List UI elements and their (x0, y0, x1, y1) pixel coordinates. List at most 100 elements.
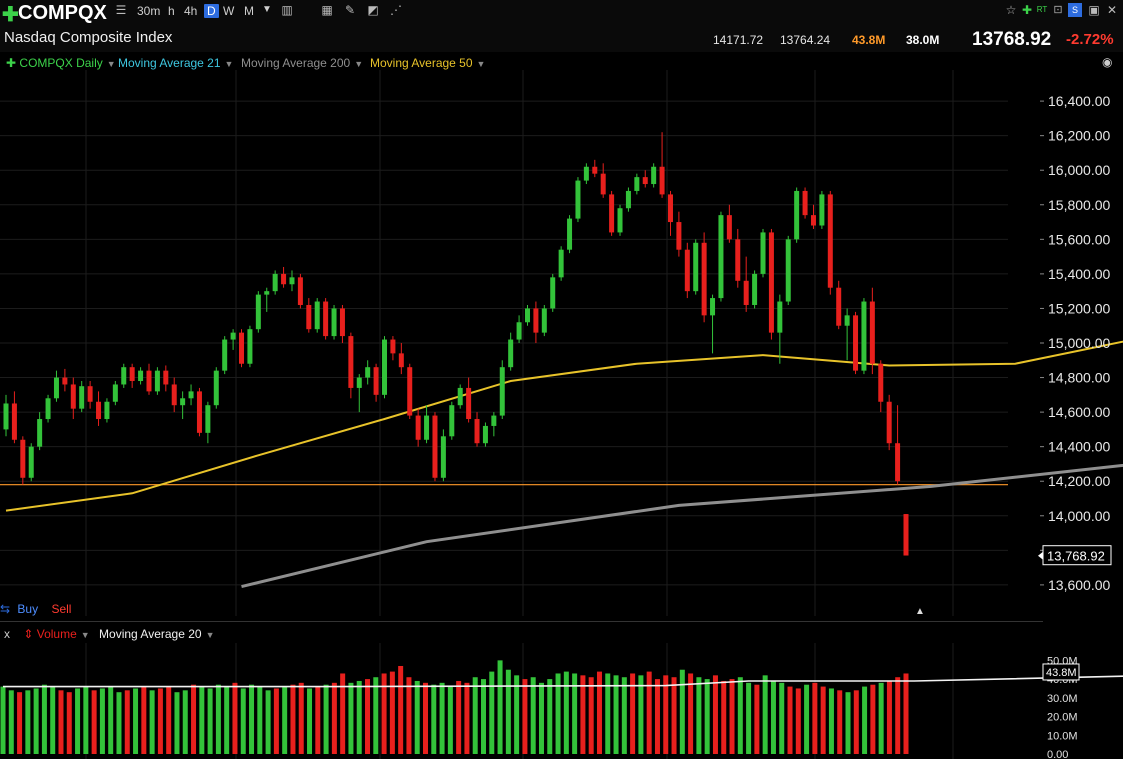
volume-ma-label[interactable]: Moving Average 20 (99, 627, 202, 641)
volume-bar (596, 671, 602, 754)
pencil-icon[interactable]: ✎ (344, 3, 356, 17)
candle-body (878, 363, 884, 402)
candle-body (457, 387, 463, 406)
candle-body (163, 370, 169, 385)
buy-button[interactable]: Buy (17, 602, 39, 616)
tf-d[interactable]: D (204, 4, 219, 18)
volume-bar (721, 680, 727, 754)
volume-bar (563, 671, 569, 754)
candle-body (466, 387, 472, 420)
candle-body (583, 166, 589, 181)
volume-bar (613, 675, 619, 754)
volume-bar (149, 690, 155, 754)
close-icon[interactable]: ✕ (1106, 3, 1118, 17)
rt-icon[interactable]: RT (1036, 5, 1048, 14)
candle-body (785, 239, 791, 302)
lock-icon[interactable]: ⊡ (1053, 4, 1063, 16)
volume-bar (199, 686, 205, 754)
ma200-line (241, 463, 1123, 589)
toolbar: ✚ COMPQX ☰ 30m h 4h D W M ▼ ▥ ▦ ✎ ◩ ⋰ ☆ … (0, 0, 1123, 52)
share-icon[interactable]: ⋰ (390, 3, 402, 17)
volume-bar (33, 688, 39, 754)
legend-ma21[interactable]: Moving Average 21 ▼ (118, 56, 233, 70)
candle-body (289, 277, 295, 285)
volume-bar (182, 690, 188, 754)
chevron-down-icon: ▼ (224, 59, 234, 69)
volume-bar (630, 673, 636, 754)
buy-sell-bar: ⇆ Buy Sell (0, 602, 71, 616)
buy-sell-icon[interactable]: ⇆ (0, 602, 11, 616)
pane-divider[interactable] (0, 621, 1043, 622)
add-list-icon[interactable]: ✚ (1021, 3, 1033, 17)
add-symbol-icon[interactable]: ✚ (2, 4, 19, 26)
tf-4h[interactable]: 4h (184, 4, 198, 18)
candle-body (196, 391, 202, 433)
volume-bar (464, 682, 470, 754)
volume-bar (273, 688, 279, 754)
legend-ma50[interactable]: Moving Average 50 ▼ (370, 56, 485, 70)
drawing-tools-icon[interactable]: ◩ (367, 3, 379, 17)
volume-tick-label: 0.00 (1047, 749, 1068, 759)
volume-bar (886, 680, 892, 754)
volume-bar (472, 677, 478, 754)
candle-body (297, 277, 303, 305)
volume-bar (257, 686, 263, 754)
y-tick-label: 16,400.00 (1048, 93, 1110, 109)
avg-volume-value: 38.0M (906, 33, 940, 47)
volume-tick-label: 30.0M (1047, 693, 1078, 705)
candle-body (617, 208, 623, 233)
tf-m[interactable]: M (244, 4, 254, 18)
candle-body (247, 329, 253, 364)
candle-body (373, 367, 379, 395)
legend-ma200[interactable]: Moving Average 200 ▼ (241, 56, 363, 70)
volume-legend: x ⇕ Volume ▼ Moving Average 20 ▼ (4, 627, 214, 641)
volume-bar (704, 679, 710, 754)
candle-body (903, 514, 909, 556)
page-title: Nasdaq Composite Index (4, 29, 173, 46)
candle-body (154, 370, 160, 392)
candle-body (667, 194, 673, 223)
settings-s-icon[interactable]: S (1068, 3, 1082, 17)
tf-30m[interactable]: 30m (137, 4, 161, 18)
volume-bar (754, 684, 760, 754)
volume-bar (555, 673, 561, 754)
candle-body (382, 339, 388, 395)
volume-bar (696, 677, 702, 754)
list-icon[interactable]: ☰ (115, 3, 127, 17)
move-icon[interactable]: ⇕ (23, 627, 34, 641)
volume-bar (712, 675, 718, 754)
y-tick-label: 14,400.00 (1048, 439, 1110, 455)
tf-h[interactable]: h (168, 4, 175, 18)
price-chart[interactable]: 16,400.00 16,200.00 16,000.00 15,800.00 15,6… (0, 70, 1123, 616)
sell-button[interactable]: Sell (51, 602, 72, 616)
volume-bar (903, 673, 909, 754)
scroll-up-icon[interactable]: ▲ (915, 606, 925, 617)
candle-body (533, 308, 539, 333)
volume-bar (365, 679, 371, 754)
candle-body (348, 336, 354, 388)
volume-bar (423, 682, 429, 754)
volume-bar (0, 686, 6, 754)
chart-type-icon[interactable]: ▥ (281, 3, 293, 17)
save-icon[interactable]: ▣ (1088, 3, 1100, 17)
legend-series[interactable]: ✚ COMPQX Daily ▼ (6, 56, 116, 70)
volume-bar (315, 686, 321, 754)
candle-body (37, 419, 43, 447)
candle-body (96, 401, 102, 420)
palette-icon[interactable]: ◉ (1102, 55, 1113, 69)
indicators-icon[interactable]: ▦ (321, 3, 333, 17)
star-icon[interactable]: ☆ (1005, 3, 1017, 17)
symbol-label[interactable]: COMPQX (18, 2, 107, 24)
volume-bar (157, 688, 163, 754)
candle-body (213, 370, 219, 406)
volume-bar (572, 673, 578, 754)
volume-label[interactable]: Volume (36, 627, 77, 641)
volume-close-button[interactable]: x (4, 627, 10, 641)
tf-w[interactable]: W (223, 4, 235, 18)
tf-dropdown-icon[interactable]: ▼ (262, 4, 272, 15)
volume-bar (249, 684, 255, 754)
candle-body (53, 377, 59, 399)
legend-ma200-label: Moving Average 200 (241, 56, 351, 70)
volume-bar (787, 686, 793, 754)
